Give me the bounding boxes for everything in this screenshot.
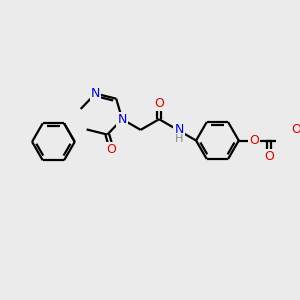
Text: H: H bbox=[175, 134, 183, 144]
Text: O: O bbox=[106, 142, 116, 155]
Text: O: O bbox=[249, 134, 259, 147]
Text: N: N bbox=[118, 113, 127, 126]
Text: N: N bbox=[91, 87, 100, 100]
Text: N: N bbox=[174, 123, 184, 136]
Text: O: O bbox=[154, 97, 164, 110]
Text: O: O bbox=[264, 150, 274, 163]
Text: O: O bbox=[291, 123, 300, 136]
